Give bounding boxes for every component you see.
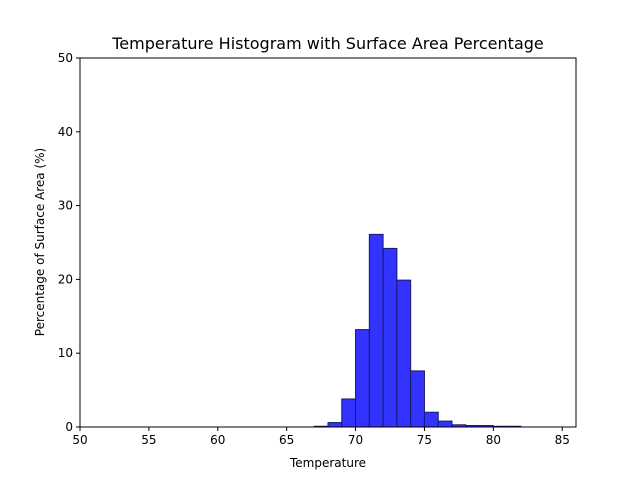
x-tick-label: 65 <box>279 433 294 447</box>
y-tick-label: 40 <box>58 125 73 139</box>
y-tick-label: 50 <box>58 51 73 65</box>
histogram-bar-9 <box>437 420 453 428</box>
histogram-bar-3 <box>355 329 370 428</box>
histogram-bar-7 <box>410 370 425 428</box>
histogram-bar-8 <box>423 411 439 428</box>
x-tick-label: 50 <box>72 433 87 447</box>
x-axis-label: Temperature <box>289 456 366 470</box>
chart-title: Temperature Histogram with Surface Area … <box>111 34 544 53</box>
y-tick-label: 0 <box>65 420 73 434</box>
y-axis-ticks: 0 10 20 30 40 50 <box>58 51 80 434</box>
histogram-bar-2 <box>341 398 357 428</box>
plot-frame <box>79 57 577 428</box>
histogram-bar-1 <box>327 422 343 428</box>
x-tick-label: 55 <box>141 433 156 447</box>
x-tick-label: 60 <box>210 433 225 447</box>
x-axis-ticks: 50 55 60 65 70 75 80 85 <box>72 427 570 447</box>
x-tick-label: 75 <box>417 433 432 447</box>
histogram-bar-6 <box>396 279 412 428</box>
bars-group <box>313 233 522 428</box>
histogram-bar-4 <box>368 233 384 428</box>
y-axis-label: Percentage of Surface Area (%) <box>33 148 47 336</box>
x-tick-label: 70 <box>348 433 363 447</box>
histogram-bar-5 <box>382 247 398 428</box>
y-tick-label: 20 <box>58 272 73 286</box>
y-tick-label: 10 <box>58 346 73 360</box>
x-tick-label: 85 <box>555 433 570 447</box>
y-tick-label: 30 <box>58 199 73 213</box>
x-tick-label: 80 <box>486 433 501 447</box>
